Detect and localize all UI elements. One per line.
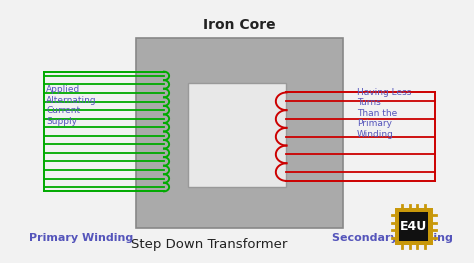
Text: Iron Core: Iron Core	[203, 18, 276, 32]
Text: Applied
Alternating
Current
Supply: Applied Alternating Current Supply	[46, 85, 97, 125]
Text: E4U: E4U	[400, 220, 428, 233]
Text: Step Down Transformer: Step Down Transformer	[130, 238, 287, 251]
Bar	[399, 212, 428, 241]
Bar	[136, 38, 343, 228]
Bar	[395, 208, 433, 245]
Text: Having Less
Turns
Than the
Primary
Winding: Having Less Turns Than the Primary Windi…	[357, 88, 411, 139]
Text: Secondary Winding: Secondary Winding	[332, 233, 453, 243]
Text: Primary Winding: Primary Winding	[29, 233, 134, 243]
Bar	[188, 83, 286, 188]
